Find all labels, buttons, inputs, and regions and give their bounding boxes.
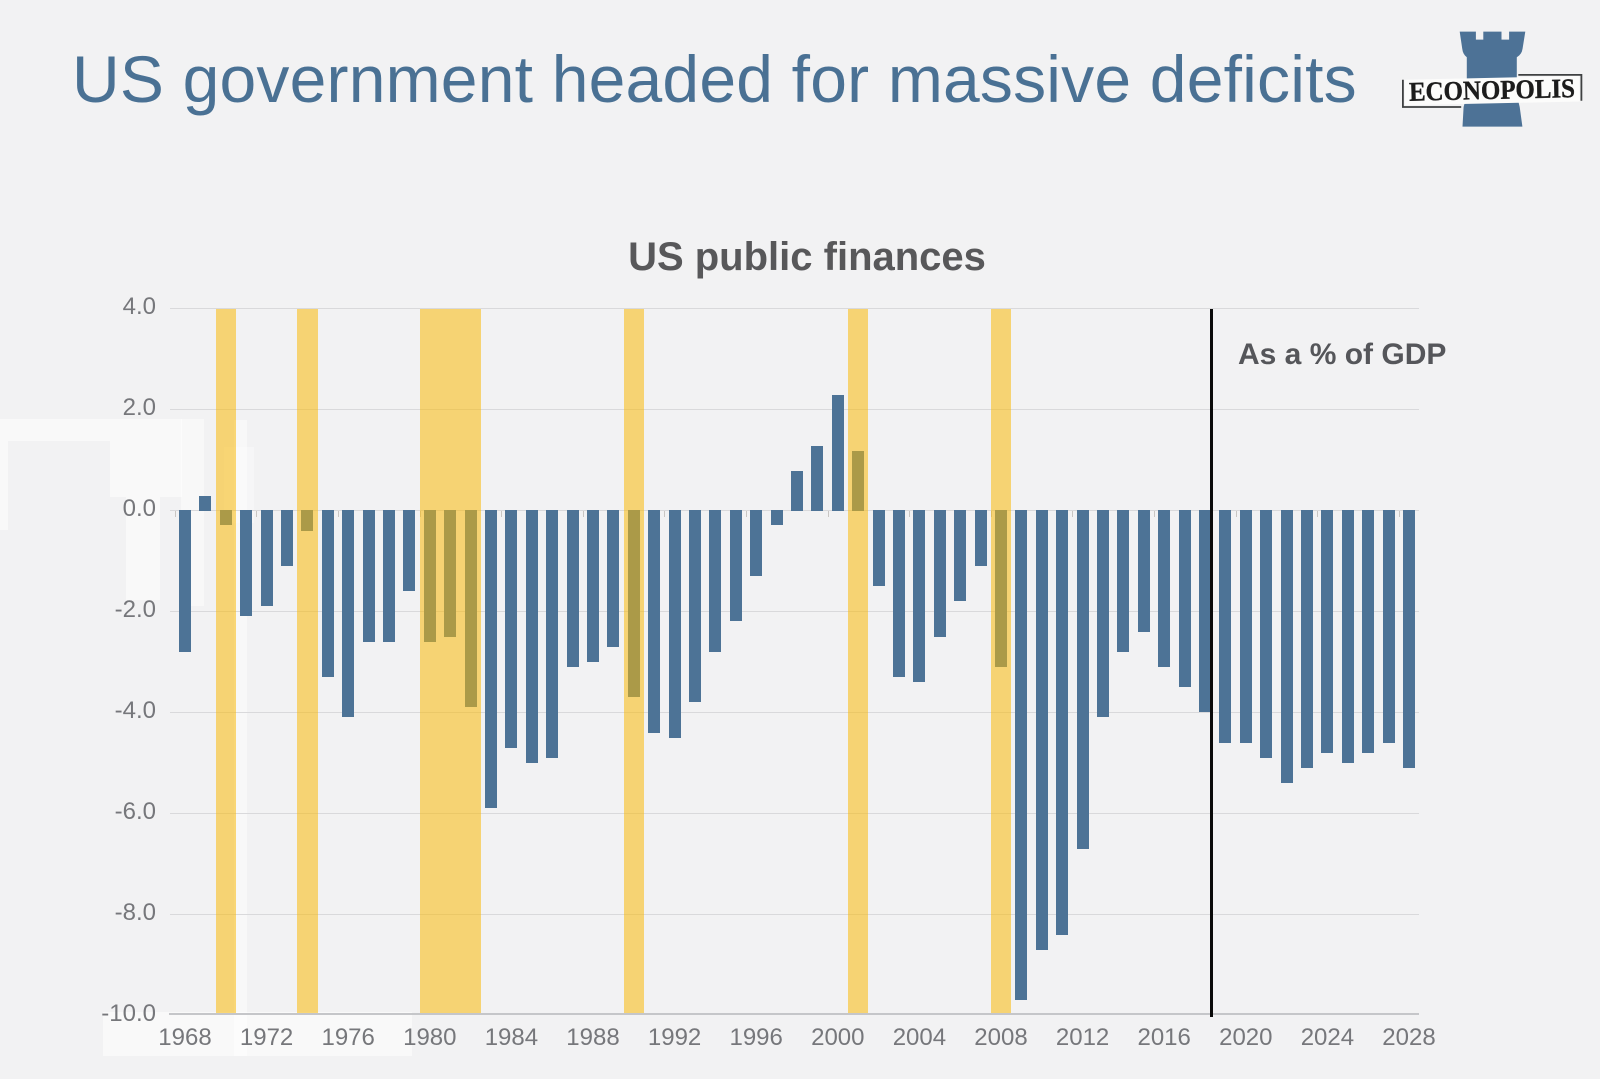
svg-text:ECONOPOLIS: ECONOPOLIS (1409, 73, 1576, 107)
